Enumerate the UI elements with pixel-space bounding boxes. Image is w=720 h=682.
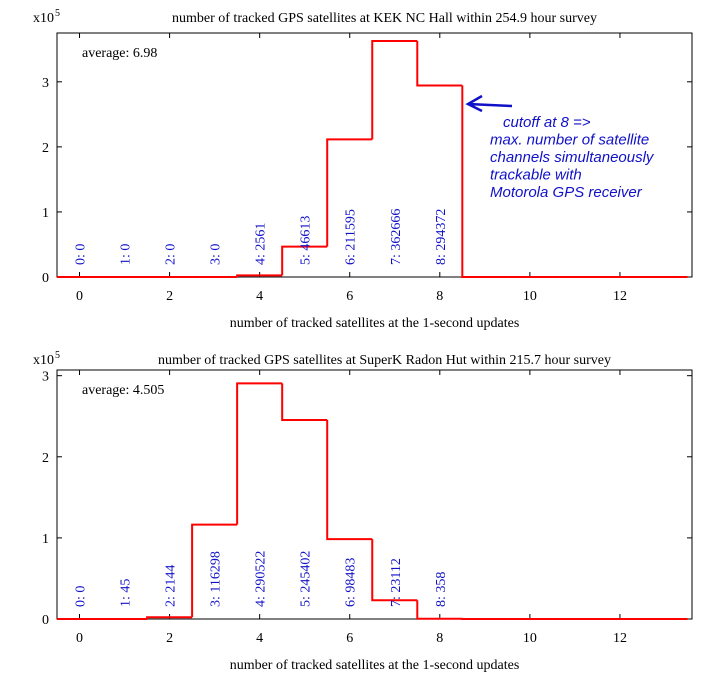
x-tick-label: 6 xyxy=(346,289,353,304)
y-tick-label: 0 xyxy=(42,271,49,286)
x-tick-label: 0 xyxy=(76,289,83,304)
x-tick-label: 10 xyxy=(523,631,537,646)
x-tick-label: 12 xyxy=(613,631,627,646)
y-scale: x10 xyxy=(33,353,54,368)
value-label: 0: 0 xyxy=(74,244,89,265)
histogram-bin xyxy=(326,138,373,247)
value-label: 8: 358 xyxy=(434,572,449,607)
value-label: 1: 0 xyxy=(119,244,134,265)
value-label: 4: 290522 xyxy=(254,551,269,607)
value-label: 7: 23112 xyxy=(389,558,404,607)
x-tick-label: 4 xyxy=(256,289,263,304)
histogram-bin xyxy=(146,616,193,619)
value-label: 6: 211595 xyxy=(344,209,359,265)
value-label: 3: 116298 xyxy=(209,551,224,607)
y-tick-label: 0 xyxy=(42,613,49,628)
value-label: 2: 2144 xyxy=(164,565,179,607)
histogram-bin xyxy=(281,245,328,276)
histogram-bin xyxy=(371,539,418,602)
x-tick-label: 8 xyxy=(436,631,443,646)
x-axis-label: number of tracked satellites at the 1-se… xyxy=(230,658,520,673)
x-tick-label: 0 xyxy=(76,631,83,646)
y-tick-label: 3 xyxy=(42,370,49,385)
y-tick-label: 1 xyxy=(42,532,49,547)
histogram-bin xyxy=(281,383,328,421)
annotation: average: 4.505 xyxy=(82,383,164,398)
chart-title: number of tracked GPS satellites at KEK … xyxy=(172,11,597,26)
histogram-bin xyxy=(416,41,463,87)
chart-title: number of tracked GPS satellites at Supe… xyxy=(158,353,611,368)
value-label: 5: 245402 xyxy=(299,551,314,607)
value-label: 0: 0 xyxy=(74,586,89,607)
value-label: 7: 362666 xyxy=(389,209,404,265)
plot-frame xyxy=(56,32,693,278)
x-tick-label: 6 xyxy=(346,631,353,646)
value-label: 2: 0 xyxy=(164,244,179,265)
histogram-bin xyxy=(461,85,508,278)
value-label: 4: 2561 xyxy=(254,223,269,265)
histogram-bin xyxy=(326,419,373,541)
value-label: 6: 98483 xyxy=(344,558,359,607)
note-line: Motorola GPS receiver xyxy=(490,184,643,201)
histogram-bin xyxy=(371,40,418,140)
y-tick-label: 2 xyxy=(42,141,49,156)
y-tick-label: 3 xyxy=(42,76,49,91)
x-tick-label: 4 xyxy=(256,631,263,646)
value-label: 8: 294372 xyxy=(434,209,449,265)
annotation: average: 6.98 xyxy=(82,46,157,61)
y-scale-exponent: 5 xyxy=(55,350,60,361)
x-tick-label: 2 xyxy=(166,289,173,304)
plot-frame xyxy=(56,369,693,620)
y-tick-label: 1 xyxy=(42,206,49,221)
y-scale: x10 xyxy=(33,11,54,26)
value-label: 1: 45 xyxy=(119,579,134,607)
value-label: 3: 0 xyxy=(209,244,224,265)
x-tick-label: 10 xyxy=(523,289,537,304)
histogram-bin xyxy=(236,274,283,277)
histogram-bin xyxy=(416,600,463,620)
note-arrow xyxy=(465,94,513,113)
note-line: max. number of satellite xyxy=(490,132,649,149)
value-label: 5: 46613 xyxy=(299,216,314,265)
note-line: cutoff at 8 => xyxy=(503,114,591,131)
histogram-bin xyxy=(191,523,238,618)
x-tick-label: 12 xyxy=(613,289,627,304)
note-line: trackable with xyxy=(490,167,582,184)
x-tick-label: 2 xyxy=(166,631,173,646)
histogram-bin xyxy=(236,382,283,525)
y-scale-exponent: 5 xyxy=(55,8,60,19)
y-tick-label: 2 xyxy=(42,451,49,466)
x-tick-label: 8 xyxy=(436,289,443,304)
x-axis-label: number of tracked satellites at the 1-se… xyxy=(230,316,520,331)
note-line: channels simultaneously xyxy=(490,149,655,166)
